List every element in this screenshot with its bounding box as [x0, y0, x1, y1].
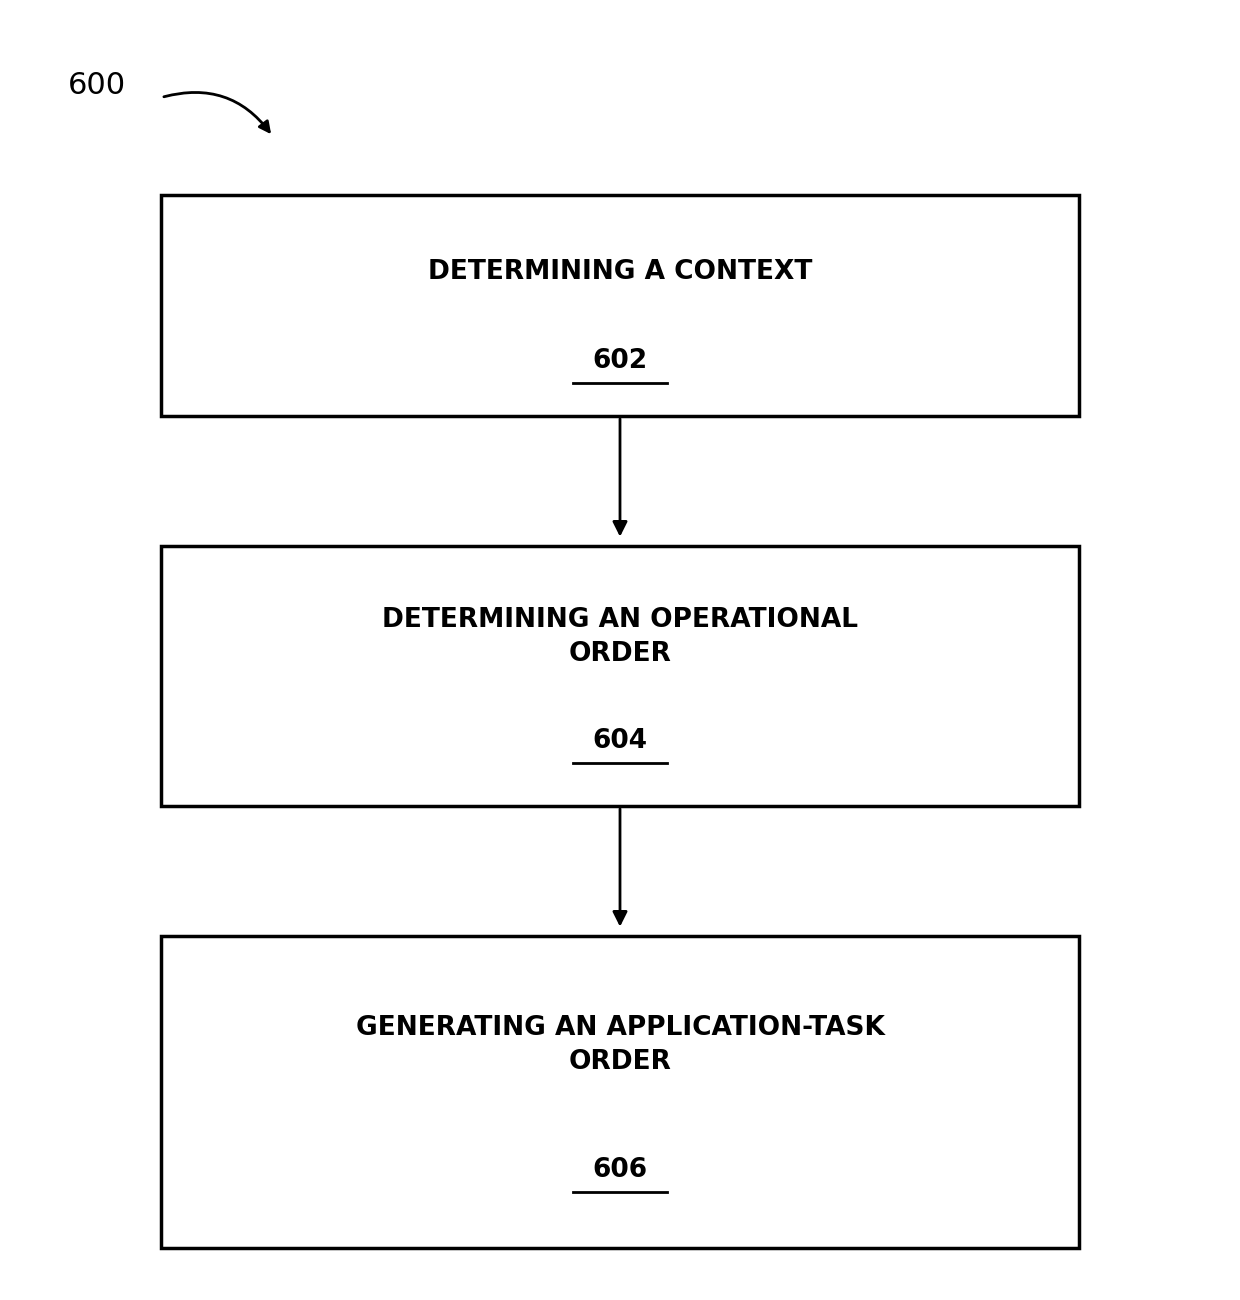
FancyBboxPatch shape — [161, 195, 1079, 416]
Text: 600: 600 — [68, 72, 126, 100]
Text: GENERATING AN APPLICATION-TASK
ORDER: GENERATING AN APPLICATION-TASK ORDER — [356, 1015, 884, 1075]
FancyBboxPatch shape — [161, 546, 1079, 806]
Text: 604: 604 — [593, 728, 647, 754]
Text: DETERMINING AN OPERATIONAL
ORDER: DETERMINING AN OPERATIONAL ORDER — [382, 607, 858, 667]
FancyArrowPatch shape — [164, 92, 269, 131]
Text: DETERMINING A CONTEXT: DETERMINING A CONTEXT — [428, 259, 812, 285]
Text: 606: 606 — [593, 1157, 647, 1183]
Text: 602: 602 — [593, 347, 647, 374]
FancyBboxPatch shape — [161, 936, 1079, 1248]
